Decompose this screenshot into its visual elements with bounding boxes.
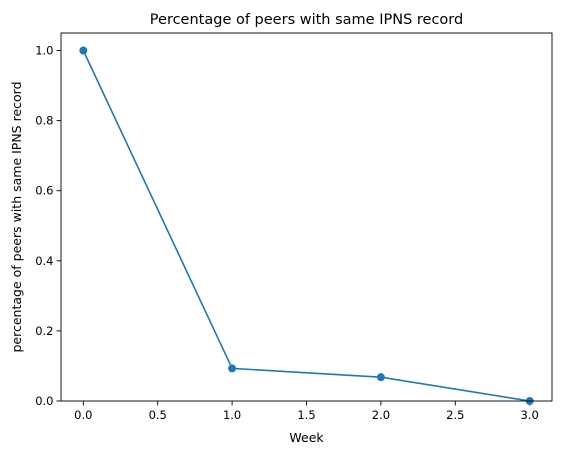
series-markers (79, 46, 534, 405)
x-tick-label: 3.0 (521, 408, 539, 422)
x-tick-label: 0.5 (149, 408, 167, 422)
y-tick-label: 1.0 (35, 44, 53, 58)
y-axis-label: percentage of peers with same IPNS recor… (9, 81, 24, 352)
chart-title: Percentage of peers with same IPNS recor… (150, 12, 463, 28)
x-tick-label: 2.0 (372, 408, 390, 422)
data-point (376, 373, 385, 382)
y-tick-label: 0.2 (35, 324, 53, 338)
x-tick-label: 0.0 (74, 408, 92, 422)
y-tick-label: 0.0 (35, 394, 53, 408)
data-point (228, 364, 237, 373)
x-tick-label: 1.5 (297, 408, 315, 422)
series-line (82, 50, 530, 402)
plot-area (61, 33, 552, 401)
y-tick-label: 0.8 (35, 114, 53, 128)
data-point (79, 46, 88, 55)
y-tick-label: 0.6 (35, 184, 53, 198)
x-tick-label: 2.5 (446, 408, 464, 422)
x-axis-label: Week (289, 430, 324, 445)
x-tick-label: 1.0 (223, 408, 241, 422)
y-axis-ticks: 0.0 0.2 0.4 0.6 0.8 1.0 (35, 44, 61, 408)
plot-frame (60, 32, 553, 402)
y-tick-label: 0.4 (35, 254, 53, 268)
x-axis-ticks: 0.0 0.5 1.0 1.5 2.0 2.5 3.0 (74, 401, 539, 422)
